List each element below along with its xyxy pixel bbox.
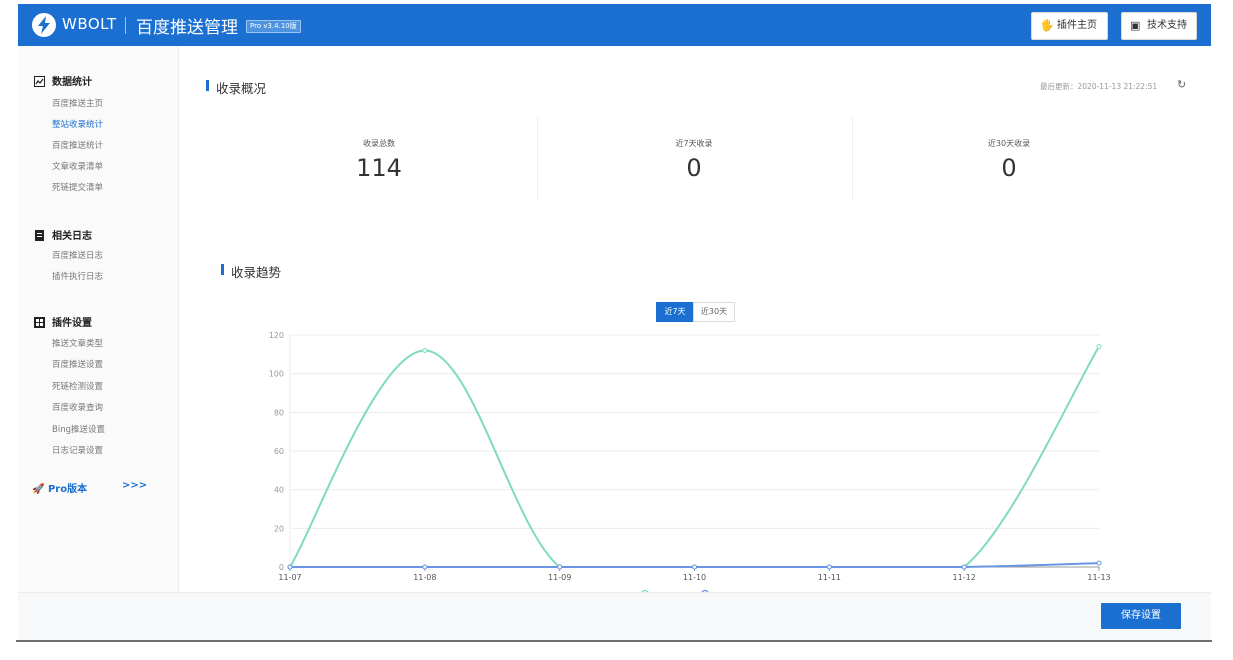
y-tick-label: 0 <box>279 563 284 572</box>
settings-icon <box>34 317 45 328</box>
support-icon: ▣ <box>1130 19 1141 32</box>
y-tick-label: 120 <box>269 331 284 340</box>
sidebar-item-post-types[interactable]: 推送文章类型 <box>52 339 104 349</box>
stat-30days-value: 0 <box>1001 154 1017 182</box>
sidebar-item-exec-log[interactable]: 插件执行日志 <box>52 272 104 282</box>
brand-name: WBOLT <box>62 15 117 33</box>
stat-7days-label: 近7天收录 <box>675 139 713 148</box>
version-badge: Pro v3.4.10版 <box>246 20 301 33</box>
y-tick-label: 60 <box>274 447 284 456</box>
sidebar-item-article-index[interactable]: 文章收录清单 <box>52 162 104 172</box>
sidebar-item-index-query[interactable]: 百度收录查询 <box>52 403 104 413</box>
sidebar-group-settings: 插件设置 <box>34 314 92 329</box>
stat-divider <box>537 116 538 200</box>
y-tick-label: 40 <box>274 486 284 495</box>
stat-divider <box>852 116 853 200</box>
data-point <box>422 564 428 570</box>
pro-arrow-icon: >>> <box>122 480 148 491</box>
log-icon <box>35 230 44 241</box>
x-tick-label: 11-07 <box>278 573 301 582</box>
sidebar-item-push-log[interactable]: 百度推送日志 <box>52 251 104 261</box>
app-window: WBOLT 百度推送管理 Pro v3.4.10版 🖐 插件主页 ▣ 技术支持 … <box>18 4 1211 640</box>
sidebar-item-deadlink-settings[interactable]: 死链检测设置 <box>52 382 104 392</box>
last-updated-text: 最后更新：2020-11-13 21:22:51 <box>1040 82 1158 91</box>
plugin-home-icon: 🖐 <box>1040 19 1054 32</box>
sidebar-item-baidu-home[interactable]: 百度推送主页 <box>52 99 104 109</box>
data-point <box>826 564 832 570</box>
footer-bar <box>18 592 1211 640</box>
support-label: 技术支持 <box>1147 20 1187 31</box>
y-tick-label: 20 <box>274 524 284 533</box>
x-tick-label: 11-10 <box>683 573 706 582</box>
stat-7days: 近7天收录 0 <box>537 116 851 200</box>
trend-title: 收录趋势 <box>221 262 281 281</box>
top-header: WBOLT 百度推送管理 Pro v3.4.10版 🖐 插件主页 ▣ 技术支持 <box>18 4 1211 46</box>
support-button[interactable]: ▣ 技术支持 <box>1121 12 1197 40</box>
sidebar: 数据统计 百度推送主页 整站收录统计 百度推送统计 文章收录清单 死链提交清单 … <box>18 46 179 592</box>
stat-total-label: 收录总数 <box>363 139 395 148</box>
sidebar-item-push-stats[interactable]: 百度推送统计 <box>52 141 104 151</box>
data-point <box>1096 560 1102 566</box>
sidebar-item-push-settings[interactable]: 百度推送设置 <box>52 360 104 370</box>
legend-marker <box>641 589 649 592</box>
page-title: 百度推送管理 <box>136 18 238 38</box>
sidebar-item-log-settings[interactable]: 日志记录设置 <box>52 446 104 456</box>
chart-icon <box>34 76 45 87</box>
window-bottom-edge <box>16 640 1212 642</box>
y-tick-label: 80 <box>274 408 284 417</box>
stat-30days-label: 近30天收录 <box>987 139 1031 148</box>
overview-title: 收录概况 <box>206 78 266 97</box>
pro-version-link[interactable]: 🚀 Pro版本 >>> <box>32 480 147 495</box>
stat-total: 收录总数 114 <box>222 116 536 200</box>
data-point <box>422 347 428 353</box>
data-point <box>692 564 697 570</box>
sidebar-group-stats: 数据统计 <box>34 73 92 88</box>
plugin-home-button[interactable]: 🖐 插件主页 <box>1031 12 1108 40</box>
data-point <box>287 564 293 570</box>
sidebar-item-deadlink-list[interactable]: 死链提交清单 <box>52 183 104 193</box>
sidebar-group-logs: 相关日志 <box>34 227 92 242</box>
sidebar-item-site-index[interactable]: 整站收录统计 <box>52 120 104 130</box>
x-tick-label: 11-11 <box>818 573 841 582</box>
x-tick-label: 11-13 <box>1087 573 1110 582</box>
data-point <box>557 564 563 570</box>
stat-30days: 近30天收录 0 <box>852 116 1166 200</box>
series-line-0 <box>289 346 1100 569</box>
y-tick-label: 100 <box>269 370 284 379</box>
stat-7days-value: 0 <box>686 154 702 182</box>
legend-marker <box>701 589 709 592</box>
header-divider <box>125 17 126 34</box>
sidebar-item-bing-settings[interactable]: Bing推送设置 <box>52 425 105 435</box>
plugin-home-label: 插件主页 <box>1057 20 1097 31</box>
x-tick-label: 11-12 <box>953 573 976 582</box>
data-point <box>1096 344 1102 350</box>
pro-label: Pro版本 <box>47 484 88 495</box>
tab-30days[interactable]: 近30天 <box>693 302 735 322</box>
x-tick-label: 11-08 <box>413 573 436 582</box>
stat-total-value: 114 <box>356 154 402 182</box>
refresh-icon[interactable]: ↻ <box>1177 78 1187 91</box>
save-settings-button[interactable]: 保存设置 <box>1101 603 1181 629</box>
x-tick-label: 11-09 <box>548 573 571 582</box>
index-trend-chart: 0 20 40 60 80 100 120 11-07 11-08 11-09 11-10 11-11… <box>269 331 1111 592</box>
wbolt-logo-icon <box>32 13 56 37</box>
rocket-icon: 🚀 <box>32 484 45 495</box>
data-point <box>961 564 967 570</box>
